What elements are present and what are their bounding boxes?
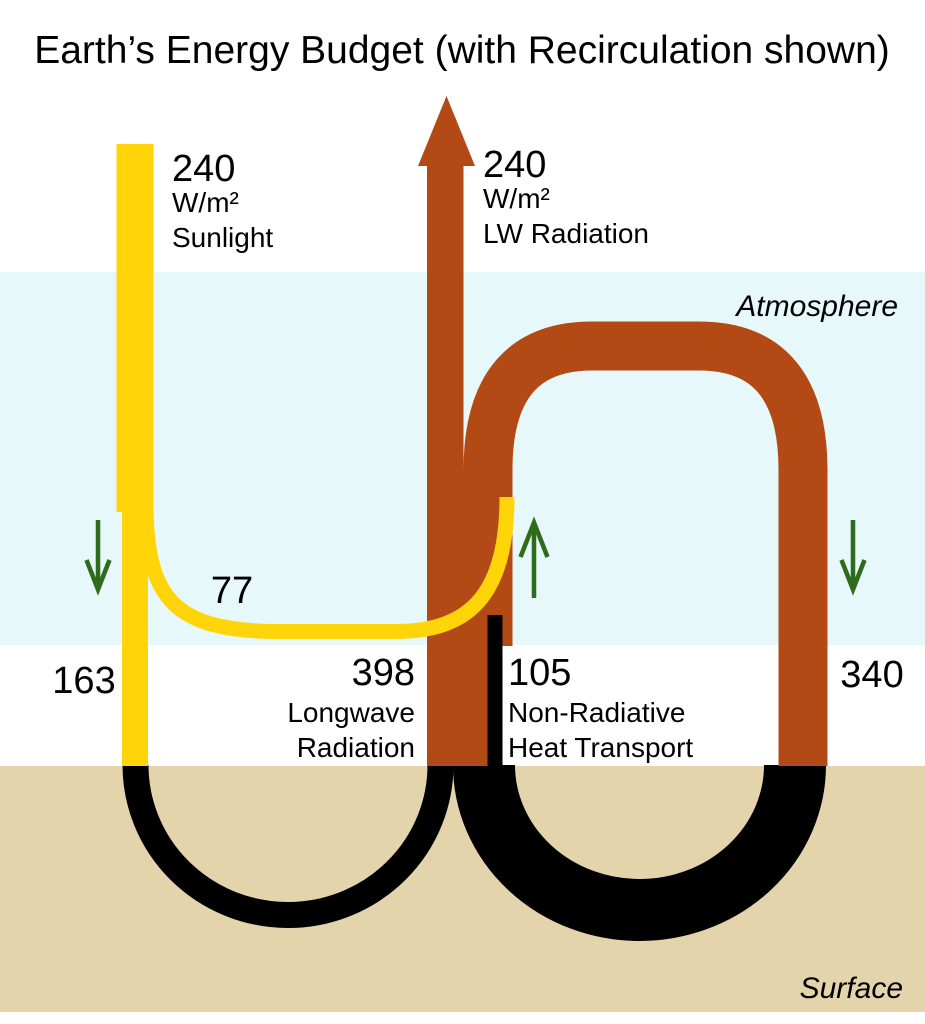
lw-out-unit: W/m²: [483, 183, 550, 214]
lw-recirculation-arch: [463, 321, 828, 766]
sunlight-value: 240: [172, 148, 235, 190]
non-radiative-value: 105: [508, 652, 571, 694]
sunlight-beam-to-surface: [122, 144, 148, 766]
lw-out-arrowhead: [418, 96, 475, 166]
absorbed-sunlight-value: 77: [211, 570, 253, 612]
lw-out-label: LW Radiation: [483, 218, 649, 249]
non-radiative-label-line1: Non-Radiative: [508, 697, 685, 728]
sunlight-absorbed-curve: [138, 496, 515, 639]
surface-label: Surface: [800, 972, 903, 1005]
non-radiative-label-line2: Heat Transport: [508, 732, 693, 763]
atmosphere-label: Atmosphere: [734, 290, 898, 323]
surface-absorption-loop-right: [453, 764, 826, 941]
longwave-label-line1: Longwave: [287, 697, 415, 728]
surface-sunlight-value: 163: [52, 660, 115, 702]
lw-out-value: 240: [483, 144, 546, 186]
down-arrow-icon: [84, 520, 112, 596]
surface-absorption-loop-left: [122, 764, 454, 928]
longwave-label-line2: Radiation: [297, 732, 415, 763]
sunlight-label: Sunlight: [172, 222, 273, 253]
longwave-value: 398: [352, 652, 415, 694]
page-title: Earth’s Energy Budget (with Recirculatio…: [34, 29, 890, 72]
sunlight-unit: W/m²: [172, 187, 239, 218]
down-arrow-icon: [839, 520, 867, 596]
back-radiation-value: 340: [840, 654, 903, 696]
non-radiative-heat-band: [487, 615, 503, 766]
up-arrow-icon: [518, 516, 550, 598]
surface-longwave-band: [428, 645, 488, 766]
